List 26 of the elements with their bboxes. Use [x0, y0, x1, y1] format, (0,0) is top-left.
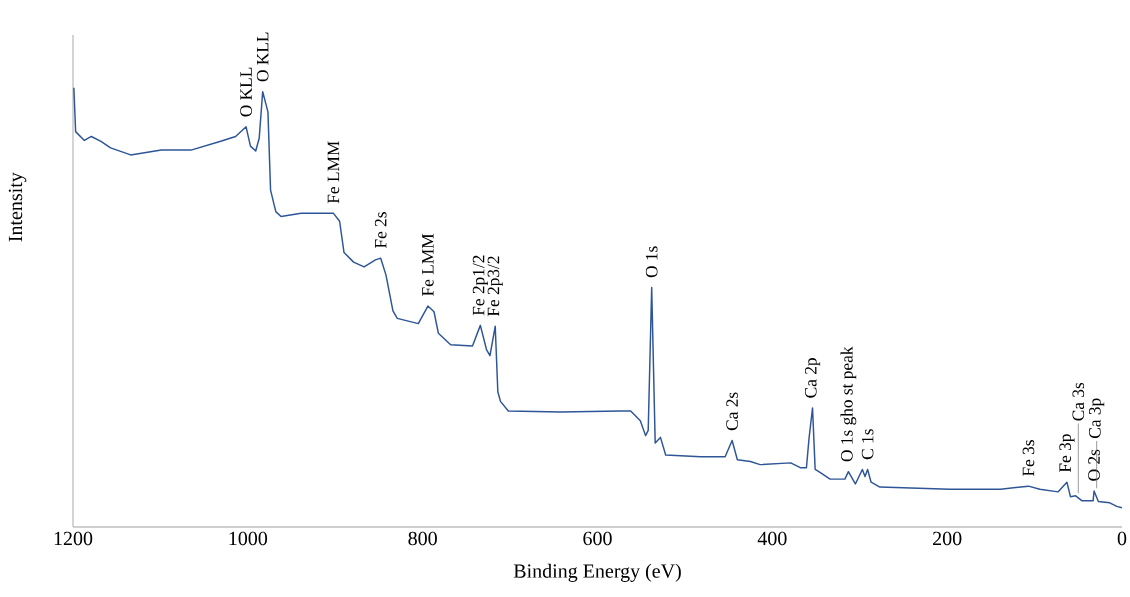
annotation: Ca 3p — [1089, 398, 1105, 438]
annotation: Fe 3s — [1022, 440, 1035, 477]
x-tick-label: 400 — [757, 531, 787, 546]
x-tick-label: 800 — [408, 531, 437, 546]
annotation: O KLL — [240, 67, 252, 117]
x-tick-label: 600 — [583, 531, 612, 546]
annotation: O 1s gho st peak — [840, 346, 857, 462]
annotation: Fe 3p — [1059, 434, 1075, 473]
annotation: Fe 2p3/2 — [487, 256, 503, 317]
annotation: Fe 2p1/2 — [472, 255, 488, 316]
x-tick-label: 1200 — [54, 531, 93, 546]
y-axis-title: Intensity — [8, 172, 27, 242]
annotation: Fe LMM — [327, 141, 340, 204]
annotation: C 1s — [861, 429, 874, 460]
annotation: Ca 3s — [1072, 382, 1085, 421]
annotation: Fe LMM — [422, 233, 434, 296]
x-tick-label: 0 — [1117, 531, 1127, 546]
annotation: Ca 2s — [726, 392, 738, 431]
x-tick-label: 200 — [933, 531, 962, 546]
annotation: O 2s — [1088, 449, 1100, 481]
annotation: Ca 2p — [804, 358, 821, 398]
annotation: Fe 2s — [374, 212, 387, 249]
annotation: O KLL — [256, 32, 269, 82]
annotation: O 1s — [645, 246, 658, 278]
x-tick-label: 1000 — [229, 531, 268, 546]
x-axis-title: Binding Energy (eV) — [513, 563, 681, 582]
